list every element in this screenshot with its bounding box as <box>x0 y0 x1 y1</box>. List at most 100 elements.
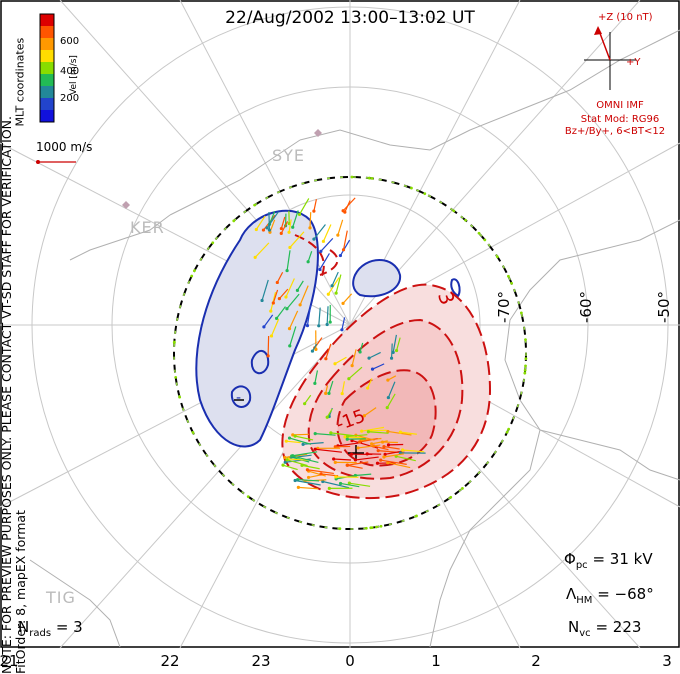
velocity-vector <box>306 305 312 326</box>
velocity-vector-origin <box>340 391 344 396</box>
velocity-vector-origin <box>291 225 295 229</box>
velocity-vector-origin <box>386 429 390 434</box>
velocity-vector <box>342 230 348 250</box>
velocity-vector-origin <box>306 260 310 264</box>
model-vector-dot <box>211 241 215 245</box>
velocity-vector <box>267 335 270 356</box>
lambda-value: = −68° <box>597 585 654 603</box>
velocity-vector-origin <box>317 324 321 328</box>
velocity-vector-origin <box>327 391 331 395</box>
colorbar-segment <box>40 38 54 51</box>
preview-note: NOTE: FOR PREVIEW PURPOSES ONLY. PLEASE … <box>0 116 28 674</box>
velocity-vector <box>326 306 329 325</box>
velocity-vector <box>295 479 321 486</box>
model-vector-dot <box>232 219 236 223</box>
model-vector-dot <box>369 526 373 530</box>
model-vector-dot <box>510 281 513 285</box>
velocity-vector <box>402 449 425 453</box>
velocity-vector <box>337 219 344 236</box>
velocity-vector <box>318 307 321 326</box>
velocity-vector <box>386 393 396 408</box>
velocity-vector <box>288 310 299 329</box>
lambda-sub: HM <box>576 595 593 606</box>
velocity-vector <box>347 434 368 438</box>
velocity-vector-origin <box>353 458 358 462</box>
velocity-vector-origin <box>293 478 297 483</box>
velocity-vector-origin <box>296 485 300 489</box>
model-vector-dot <box>364 526 368 530</box>
colorbar-segment <box>40 86 54 99</box>
velocity-vector-origin <box>313 381 317 385</box>
velocity-vector <box>387 381 396 398</box>
colorbar-segment <box>40 14 54 27</box>
velocity-vector-origin <box>350 364 354 368</box>
velocity-vector-origin <box>386 443 391 447</box>
velocity-vector-origin <box>275 280 279 285</box>
velocity-vector <box>286 250 291 271</box>
velocity-vector-origin <box>345 437 349 441</box>
negative-inner-contour-2 <box>230 385 252 408</box>
positive-contour-5 <box>294 234 325 281</box>
velocity-vector-origin <box>310 349 315 353</box>
mlt-label-23: 23 <box>251 652 271 670</box>
velocity-vector <box>357 444 381 449</box>
velocity-vector-origin <box>347 377 351 381</box>
velocity-vector-origin <box>366 386 370 390</box>
velocity-vector-origin <box>394 348 399 353</box>
velocity-vector-origin <box>341 209 345 213</box>
velocity-vector-origin <box>347 481 351 485</box>
velocity-vector-origin <box>360 429 364 433</box>
velocity-vector <box>372 363 385 370</box>
velocity-vector-origin <box>341 248 346 252</box>
velocity-vector-origin <box>279 226 283 231</box>
velocity-vector-origin <box>341 301 345 305</box>
velocity-vector-origin <box>400 448 405 452</box>
velocity-vector <box>361 426 385 432</box>
velocity-vector-origin <box>367 356 371 360</box>
velocity-vector <box>280 216 286 229</box>
velocity-vector-origin <box>328 320 332 324</box>
velocity-vector <box>373 445 389 451</box>
model-vector-dot <box>519 311 523 315</box>
nrads-symbol: N <box>18 618 30 636</box>
velocity-vector-origin <box>319 472 323 476</box>
velocity-vector <box>331 271 339 287</box>
velocity-vector <box>342 197 356 212</box>
velocity-vector-origin <box>288 344 292 348</box>
velocity-vector <box>314 370 319 384</box>
velocity-vector <box>307 469 334 475</box>
velocity-vector <box>280 221 289 234</box>
velocity-vector-origin <box>283 460 287 464</box>
imf-model: Stat Mod: RG96 <box>580 114 660 125</box>
velocity-vector <box>299 285 309 306</box>
velocity-vector <box>298 486 319 490</box>
velocity-vector <box>368 431 389 434</box>
velocity-vector-origin <box>333 460 337 464</box>
station-markers <box>122 129 322 209</box>
mlt-label-2: 2 <box>531 652 541 670</box>
velocity-vector <box>348 366 363 380</box>
velocity-vector-origin <box>334 291 338 295</box>
velocity-vector-origin <box>305 324 310 328</box>
velocity-vector-origin <box>326 292 330 296</box>
velocity-vector-origin <box>332 457 336 461</box>
imf-source: OMNI IMF <box>596 100 644 111</box>
velocity-vector-origin <box>321 479 325 484</box>
velocity-vector <box>349 482 371 487</box>
velocity-vector <box>308 470 326 477</box>
model-vector-dot <box>375 525 378 529</box>
model-vector-dot <box>379 524 383 528</box>
velocity-vector-origin <box>313 432 317 436</box>
velocity-colorbar <box>40 14 54 123</box>
lat-label-70: -70° <box>495 291 513 323</box>
velocity-vector <box>370 429 387 432</box>
velocity-vector <box>315 433 336 436</box>
velocity-vector-origin <box>285 458 289 462</box>
velocity-vector <box>263 314 274 328</box>
velocity-vector-origin <box>385 406 389 410</box>
velocity-vector <box>270 318 280 337</box>
velocity-vector <box>272 289 279 304</box>
coord-label: MLT coordinates <box>13 37 27 127</box>
velocity-vector <box>335 274 342 294</box>
